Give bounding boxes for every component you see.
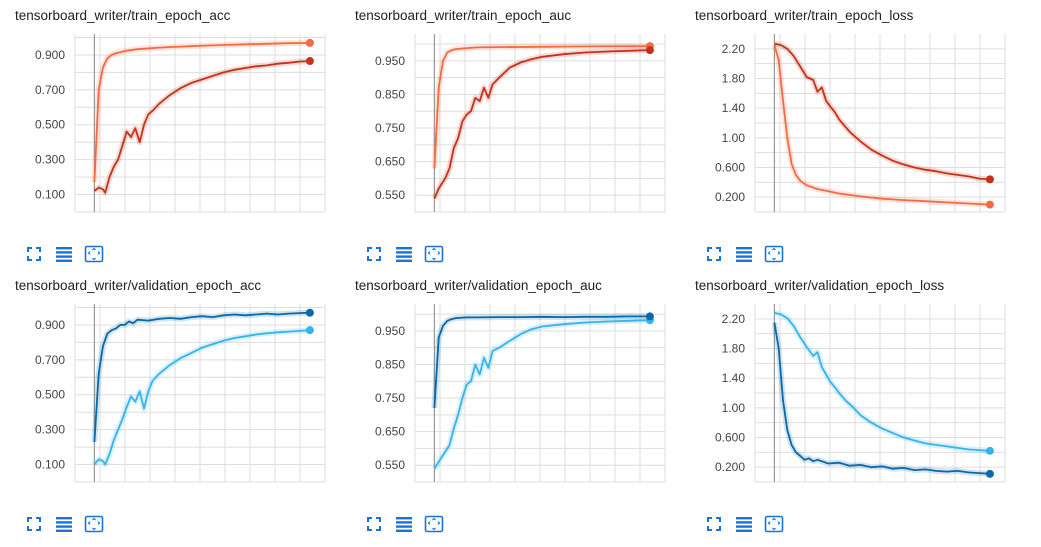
fit-domain-icon[interactable] (764, 514, 784, 534)
y-tick-label: 1.00 (722, 401, 746, 415)
y-tick-label: 0.750 (375, 391, 405, 405)
chart-title: tensorboard_writer/train_epoch_auc (355, 8, 572, 23)
series-end-point (305, 326, 314, 335)
chart-plot[interactable]: 2.20 1.80 1.40 1.00 0.600 0.200 (680, 24, 1020, 230)
chart-title: tensorboard_writer/validation_epoch_loss (695, 278, 945, 293)
y-tick-label: 0.100 (35, 458, 65, 472)
y-tick-label: 1.80 (722, 72, 746, 86)
toggle-log-scale-icon[interactable] (394, 514, 414, 534)
y-tick-label: 0.650 (375, 425, 405, 439)
series-line (93, 42, 310, 183)
chart-title: tensorboard_writer/validation_epoch_acc (15, 278, 262, 293)
expand-icon[interactable] (24, 244, 44, 264)
series-end-point (985, 469, 994, 478)
y-tick-label: 0.950 (375, 324, 405, 338)
toggle-log-scale-icon[interactable] (734, 514, 754, 534)
fit-domain-icon[interactable] (84, 514, 104, 534)
expand-icon[interactable] (704, 244, 724, 264)
y-tick-label: 1.40 (722, 371, 746, 385)
series-end-point (645, 46, 654, 55)
series-line (433, 45, 650, 169)
y-tick-label: 0.700 (35, 353, 65, 367)
y-tick-label: 0.900 (35, 318, 65, 332)
chart-card-train-loss: tensorboard_writer/train_epoch_loss 2.20… (680, 0, 1020, 268)
chart-card-train-auc: tensorboard_writer/train_epoch_auc 0.950… (340, 0, 680, 268)
expand-icon[interactable] (364, 244, 384, 264)
y-tick-label: 0.300 (35, 423, 65, 437)
series-line (93, 60, 310, 194)
series-band (431, 313, 650, 409)
series-band (431, 43, 650, 169)
y-tick-label: 1.00 (722, 131, 746, 145)
series-line (433, 49, 650, 199)
y-tick-label: 1.40 (722, 101, 746, 115)
series-line (773, 44, 990, 206)
series-end-point (645, 312, 654, 321)
y-tick-label: 0.200 (715, 460, 745, 474)
series-band (771, 44, 991, 208)
series-line (93, 329, 310, 466)
y-tick-label: 0.900 (35, 48, 65, 62)
toggle-log-scale-icon[interactable] (394, 244, 414, 264)
y-tick-label: 0.600 (715, 431, 745, 445)
chart-card-validation-auc: tensorboard_writer/validation_epoch_auc … (340, 270, 680, 538)
series-end-point (305, 308, 314, 317)
fit-domain-icon[interactable] (764, 244, 784, 264)
series-line (93, 311, 310, 442)
series-end-point (985, 446, 994, 455)
expand-icon[interactable] (24, 514, 44, 534)
chart-card-train-acc: tensorboard_writer/train_epoch_acc 0.900… (0, 0, 340, 268)
fit-domain-icon[interactable] (424, 244, 444, 264)
fit-domain-icon[interactable] (424, 514, 444, 534)
y-tick-label: 0.850 (375, 87, 405, 101)
series-band (92, 327, 311, 468)
y-tick-label: 0.850 (375, 357, 405, 371)
toggle-log-scale-icon[interactable] (54, 244, 74, 264)
series-band (431, 317, 650, 471)
series-band (431, 47, 650, 200)
chart-card-validation-loss: tensorboard_writer/validation_epoch_loss… (680, 270, 1020, 538)
series-line (774, 312, 990, 452)
series-end-point (305, 38, 314, 47)
y-tick-label: 1.80 (722, 342, 746, 356)
expand-icon[interactable] (704, 514, 724, 534)
series-line (433, 319, 650, 470)
y-tick-label: 0.600 (715, 161, 745, 175)
chart-plot[interactable]: 0.950 0.850 0.750 0.650 0.550 (340, 24, 680, 230)
chart-plot[interactable]: 0.950 0.850 0.750 0.650 0.550 (340, 294, 680, 500)
y-tick-label: 0.500 (35, 118, 65, 132)
y-tick-label: 0.550 (375, 188, 405, 202)
y-tick-label: 0.300 (35, 153, 65, 167)
series-line (433, 315, 650, 409)
expand-icon[interactable] (364, 514, 384, 534)
chart-plot[interactable]: 0.900 0.700 0.500 0.300 0.100 (0, 294, 340, 500)
y-tick-label: 0.950 (375, 54, 405, 68)
chart-card-validation-acc: tensorboard_writer/validation_epoch_acc … (0, 270, 340, 538)
chart-title: tensorboard_writer/train_epoch_acc (15, 8, 231, 23)
chart-title: tensorboard_writer/validation_epoch_auc (355, 278, 602, 293)
series-end-point (985, 200, 994, 209)
series-end-point (305, 57, 314, 66)
y-tick-label: 0.750 (375, 121, 405, 135)
y-tick-label: 0.200 (715, 190, 745, 204)
series-line (774, 42, 990, 181)
chart-plot[interactable]: 2.20 1.80 1.40 1.00 0.600 0.200 (680, 294, 1020, 500)
chart-plot[interactable]: 0.900 0.700 0.500 0.300 0.100 (0, 24, 340, 230)
y-tick-label: 0.100 (35, 188, 65, 202)
series-end-point (985, 175, 994, 184)
y-tick-label: 0.500 (35, 388, 65, 402)
fit-domain-icon[interactable] (84, 244, 104, 264)
y-tick-label: 2.20 (722, 42, 746, 56)
chart-title: tensorboard_writer/train_epoch_loss (695, 8, 914, 23)
y-tick-label: 0.650 (375, 155, 405, 169)
toggle-log-scale-icon[interactable] (734, 244, 754, 264)
series-line (773, 322, 990, 475)
toggle-log-scale-icon[interactable] (54, 514, 74, 534)
y-tick-label: 0.550 (375, 458, 405, 472)
y-tick-label: 0.700 (35, 83, 65, 97)
y-tick-label: 2.20 (722, 312, 746, 326)
series-band (92, 58, 311, 196)
